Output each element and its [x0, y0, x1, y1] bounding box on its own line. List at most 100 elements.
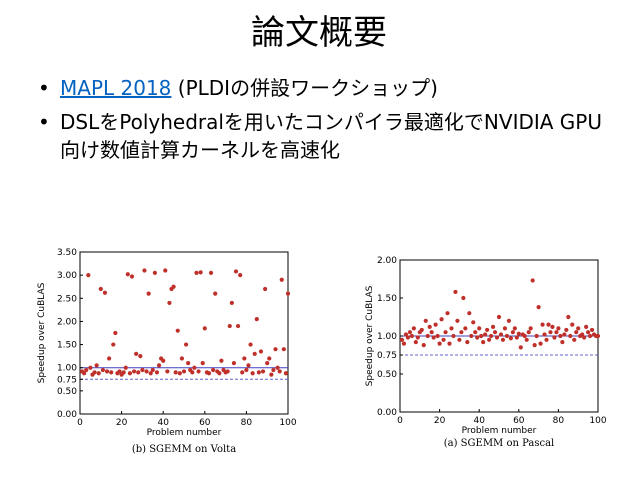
- data-point: [252, 351, 257, 356]
- data-point: [238, 273, 243, 278]
- x-axis-label: Problem number: [462, 426, 537, 436]
- y-tick-label: 1.50: [377, 294, 397, 304]
- data-point: [453, 289, 458, 295]
- x-tick-label: 60: [199, 418, 211, 428]
- data-point: [449, 326, 454, 331]
- data-point: [467, 311, 472, 316]
- data-point: [138, 354, 143, 359]
- data-point: [217, 371, 222, 376]
- data-point: [427, 324, 432, 329]
- data-point: [403, 332, 409, 337]
- data-point: [574, 330, 579, 335]
- data-point: [514, 335, 519, 340]
- data-point: [86, 273, 91, 278]
- data-point: [530, 278, 535, 283]
- data-point: [554, 330, 559, 335]
- data-point: [140, 367, 145, 373]
- y-tick-label: 0.00: [377, 408, 397, 418]
- pascal-scatter-chart: 0.00 0.50 0.75 1.00 1.50 2.00 0 20 40 60 80 100 Prob…: [365, 256, 607, 449]
- data-point: [125, 272, 130, 277]
- data-point: [461, 295, 466, 301]
- data-point: [421, 343, 426, 348]
- data-point: [562, 332, 567, 337]
- data-point: [104, 369, 110, 374]
- data-point: [548, 330, 553, 335]
- data-point: [233, 269, 239, 274]
- data-point: [595, 333, 601, 339]
- data-point: [435, 333, 440, 339]
- y-tick-label: 3.00: [57, 271, 77, 281]
- data-point: [161, 358, 166, 363]
- x-tick-label: 0: [77, 418, 83, 428]
- x-tick-label: 40: [157, 418, 169, 428]
- data-point: [538, 341, 543, 346]
- data-point: [546, 322, 551, 327]
- data-point: [401, 341, 407, 346]
- data-point: [465, 339, 470, 345]
- data-point: [419, 327, 424, 333]
- data-point: [496, 314, 502, 320]
- data-point: [227, 323, 232, 329]
- data-point: [100, 367, 105, 373]
- data-point: [483, 332, 488, 337]
- data-point: [532, 343, 537, 348]
- data-point: [409, 333, 414, 339]
- data-point: [179, 356, 185, 361]
- data-point: [277, 369, 282, 374]
- x-tick-label: 20: [434, 416, 446, 426]
- data-point: [558, 333, 563, 339]
- data-point: [447, 341, 452, 346]
- data-point: [479, 333, 484, 339]
- data-point: [250, 371, 255, 376]
- data-point: [192, 365, 197, 370]
- data-point: [194, 270, 199, 275]
- data-point: [244, 367, 249, 373]
- data-point: [587, 333, 593, 339]
- data-point: [552, 335, 557, 340]
- mapl-2018-link[interactable]: MAPL 2018: [60, 76, 172, 100]
- data-point: [173, 370, 178, 375]
- y-axis-label: Speedup over CuBLAS: [37, 282, 47, 383]
- data-point: [269, 372, 274, 377]
- data-point: [256, 370, 261, 375]
- data-point: [129, 274, 135, 279]
- data-point: [415, 335, 420, 340]
- data-point: [248, 342, 253, 347]
- data-point: [175, 328, 180, 333]
- data-point: [208, 270, 214, 275]
- data-point: [477, 326, 482, 331]
- x-tick-label: 100: [589, 416, 606, 426]
- data-point: [481, 339, 486, 345]
- data-point: [165, 369, 170, 374]
- data-point: [171, 284, 176, 289]
- data-point: [411, 326, 416, 331]
- x-tick-label: 80: [553, 416, 565, 426]
- data-point: [200, 360, 205, 366]
- data-point: [163, 268, 168, 273]
- data-point: [211, 367, 216, 373]
- data-point: [564, 327, 569, 333]
- data-point: [235, 323, 241, 329]
- data-point: [242, 356, 247, 361]
- data-point: [550, 324, 555, 329]
- bullet-dot-icon: •: [38, 110, 50, 134]
- data-point: [441, 337, 446, 342]
- data-point: [451, 333, 456, 339]
- x-tick-label: 80: [241, 418, 253, 428]
- y-axis-label: Speedup over CuBLAS: [365, 285, 375, 386]
- data-point: [463, 326, 468, 331]
- data-point: [485, 327, 490, 333]
- data-point: [560, 339, 565, 345]
- data-point: [136, 370, 141, 375]
- data-point: [524, 337, 529, 342]
- x-tick-label: 40: [473, 416, 485, 426]
- data-point: [121, 370, 126, 375]
- data-point: [443, 330, 448, 335]
- data-point: [181, 369, 187, 374]
- y-tick-label: 0.75: [377, 351, 397, 361]
- data-point: [92, 370, 97, 375]
- data-point: [113, 330, 118, 336]
- data-point: [506, 318, 511, 323]
- data-point: [263, 286, 268, 292]
- bullet-item: • MAPL 2018 (PLDIの併設ワークショップ): [38, 74, 618, 102]
